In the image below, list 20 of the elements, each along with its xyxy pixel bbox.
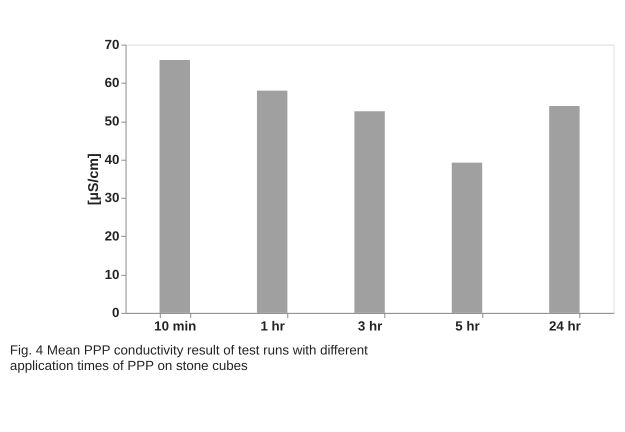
y-tick-label: 70 — [104, 36, 120, 52]
y-axis-title: [µS/cm] — [86, 153, 102, 206]
bar — [549, 106, 580, 313]
x-tick-label: 10 min — [154, 318, 196, 334]
y-tick-label: 50 — [104, 114, 120, 129]
bar — [256, 90, 288, 313]
y-tick-label: 30 — [104, 190, 120, 206]
y-tick-label: 60 — [104, 75, 120, 90]
y-tick-label: 40 — [104, 152, 120, 167]
y-tick-label: 0 — [112, 305, 120, 320]
x-tick-label: 3 hr — [358, 318, 382, 334]
x-tick-label: 24 hr — [548, 318, 581, 334]
bar — [452, 162, 482, 313]
x-tick-label: 1 hr — [260, 318, 285, 334]
caption: Fig. 4 Mean PPP conductivity result of test runs with different application times of PPP on stone cubes — [10, 342, 368, 373]
y-tick-label: 20 — [104, 228, 120, 244]
y-tick-label: 10 — [104, 266, 120, 282]
bar — [160, 60, 190, 313]
bar — [354, 111, 385, 313]
x-tick-label: 5 hr — [455, 318, 480, 334]
